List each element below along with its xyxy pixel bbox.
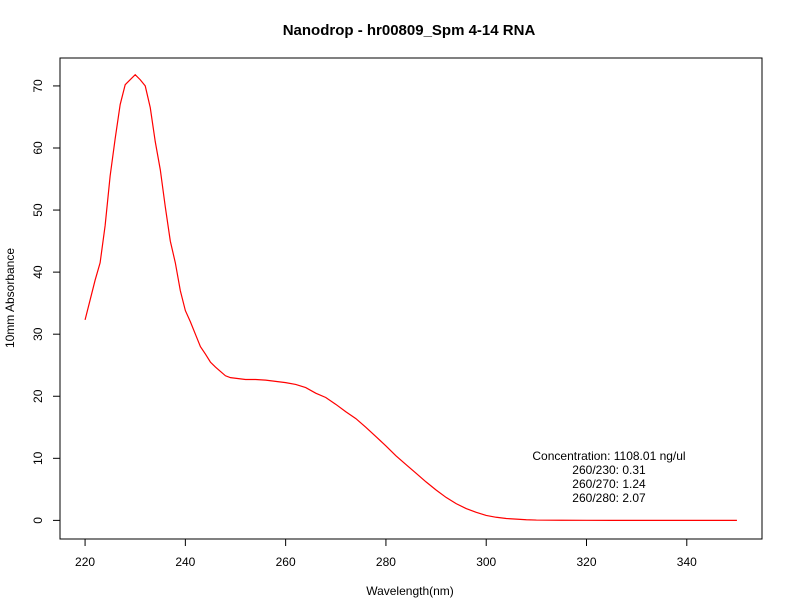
y-tick-label: 60 [31,141,45,155]
concentration-text: Concentration: 1108.01 ng/ul [532,449,685,463]
y-tick-label: 70 [31,79,45,93]
y-tick-label: 0 [31,517,45,524]
y-tick-label: 40 [31,265,45,279]
x-tick-label: 260 [276,555,296,569]
y-tick-label: 30 [31,327,45,341]
x-tick-label: 340 [677,555,697,569]
y-tick-label: 10 [31,451,45,465]
x-tick-label: 280 [376,555,396,569]
x-tick-label: 300 [476,555,496,569]
x-tick-label: 240 [175,555,195,569]
ratio-260-280-text: 260/280: 2.07 [572,491,646,505]
x-tick-label: 220 [75,555,95,569]
y-axis-label: 10mm Absorbance [3,248,17,348]
ratio-260-270-text: 260/270: 1.24 [572,477,646,491]
plot-frame [59,57,763,540]
x-tick-label: 320 [576,555,596,569]
x-axis-label: Wavelength(nm) [366,584,454,598]
y-tick-label: 50 [31,203,45,217]
stats-annotation: Concentration: 1108.01 ng/ul 260/230: 0.… [532,449,685,505]
chart-title: Nanodrop - hr00809_Spm 4-14 RNA [283,22,536,39]
x-axis: 220 240 260 280 300 320 340 [75,539,697,569]
y-tick-label: 20 [31,389,45,403]
ratio-260-230-text: 260/230: 0.31 [572,463,646,477]
y-axis: 0 10 20 30 40 50 60 70 [31,79,60,524]
absorbance-line [84,73,737,521]
